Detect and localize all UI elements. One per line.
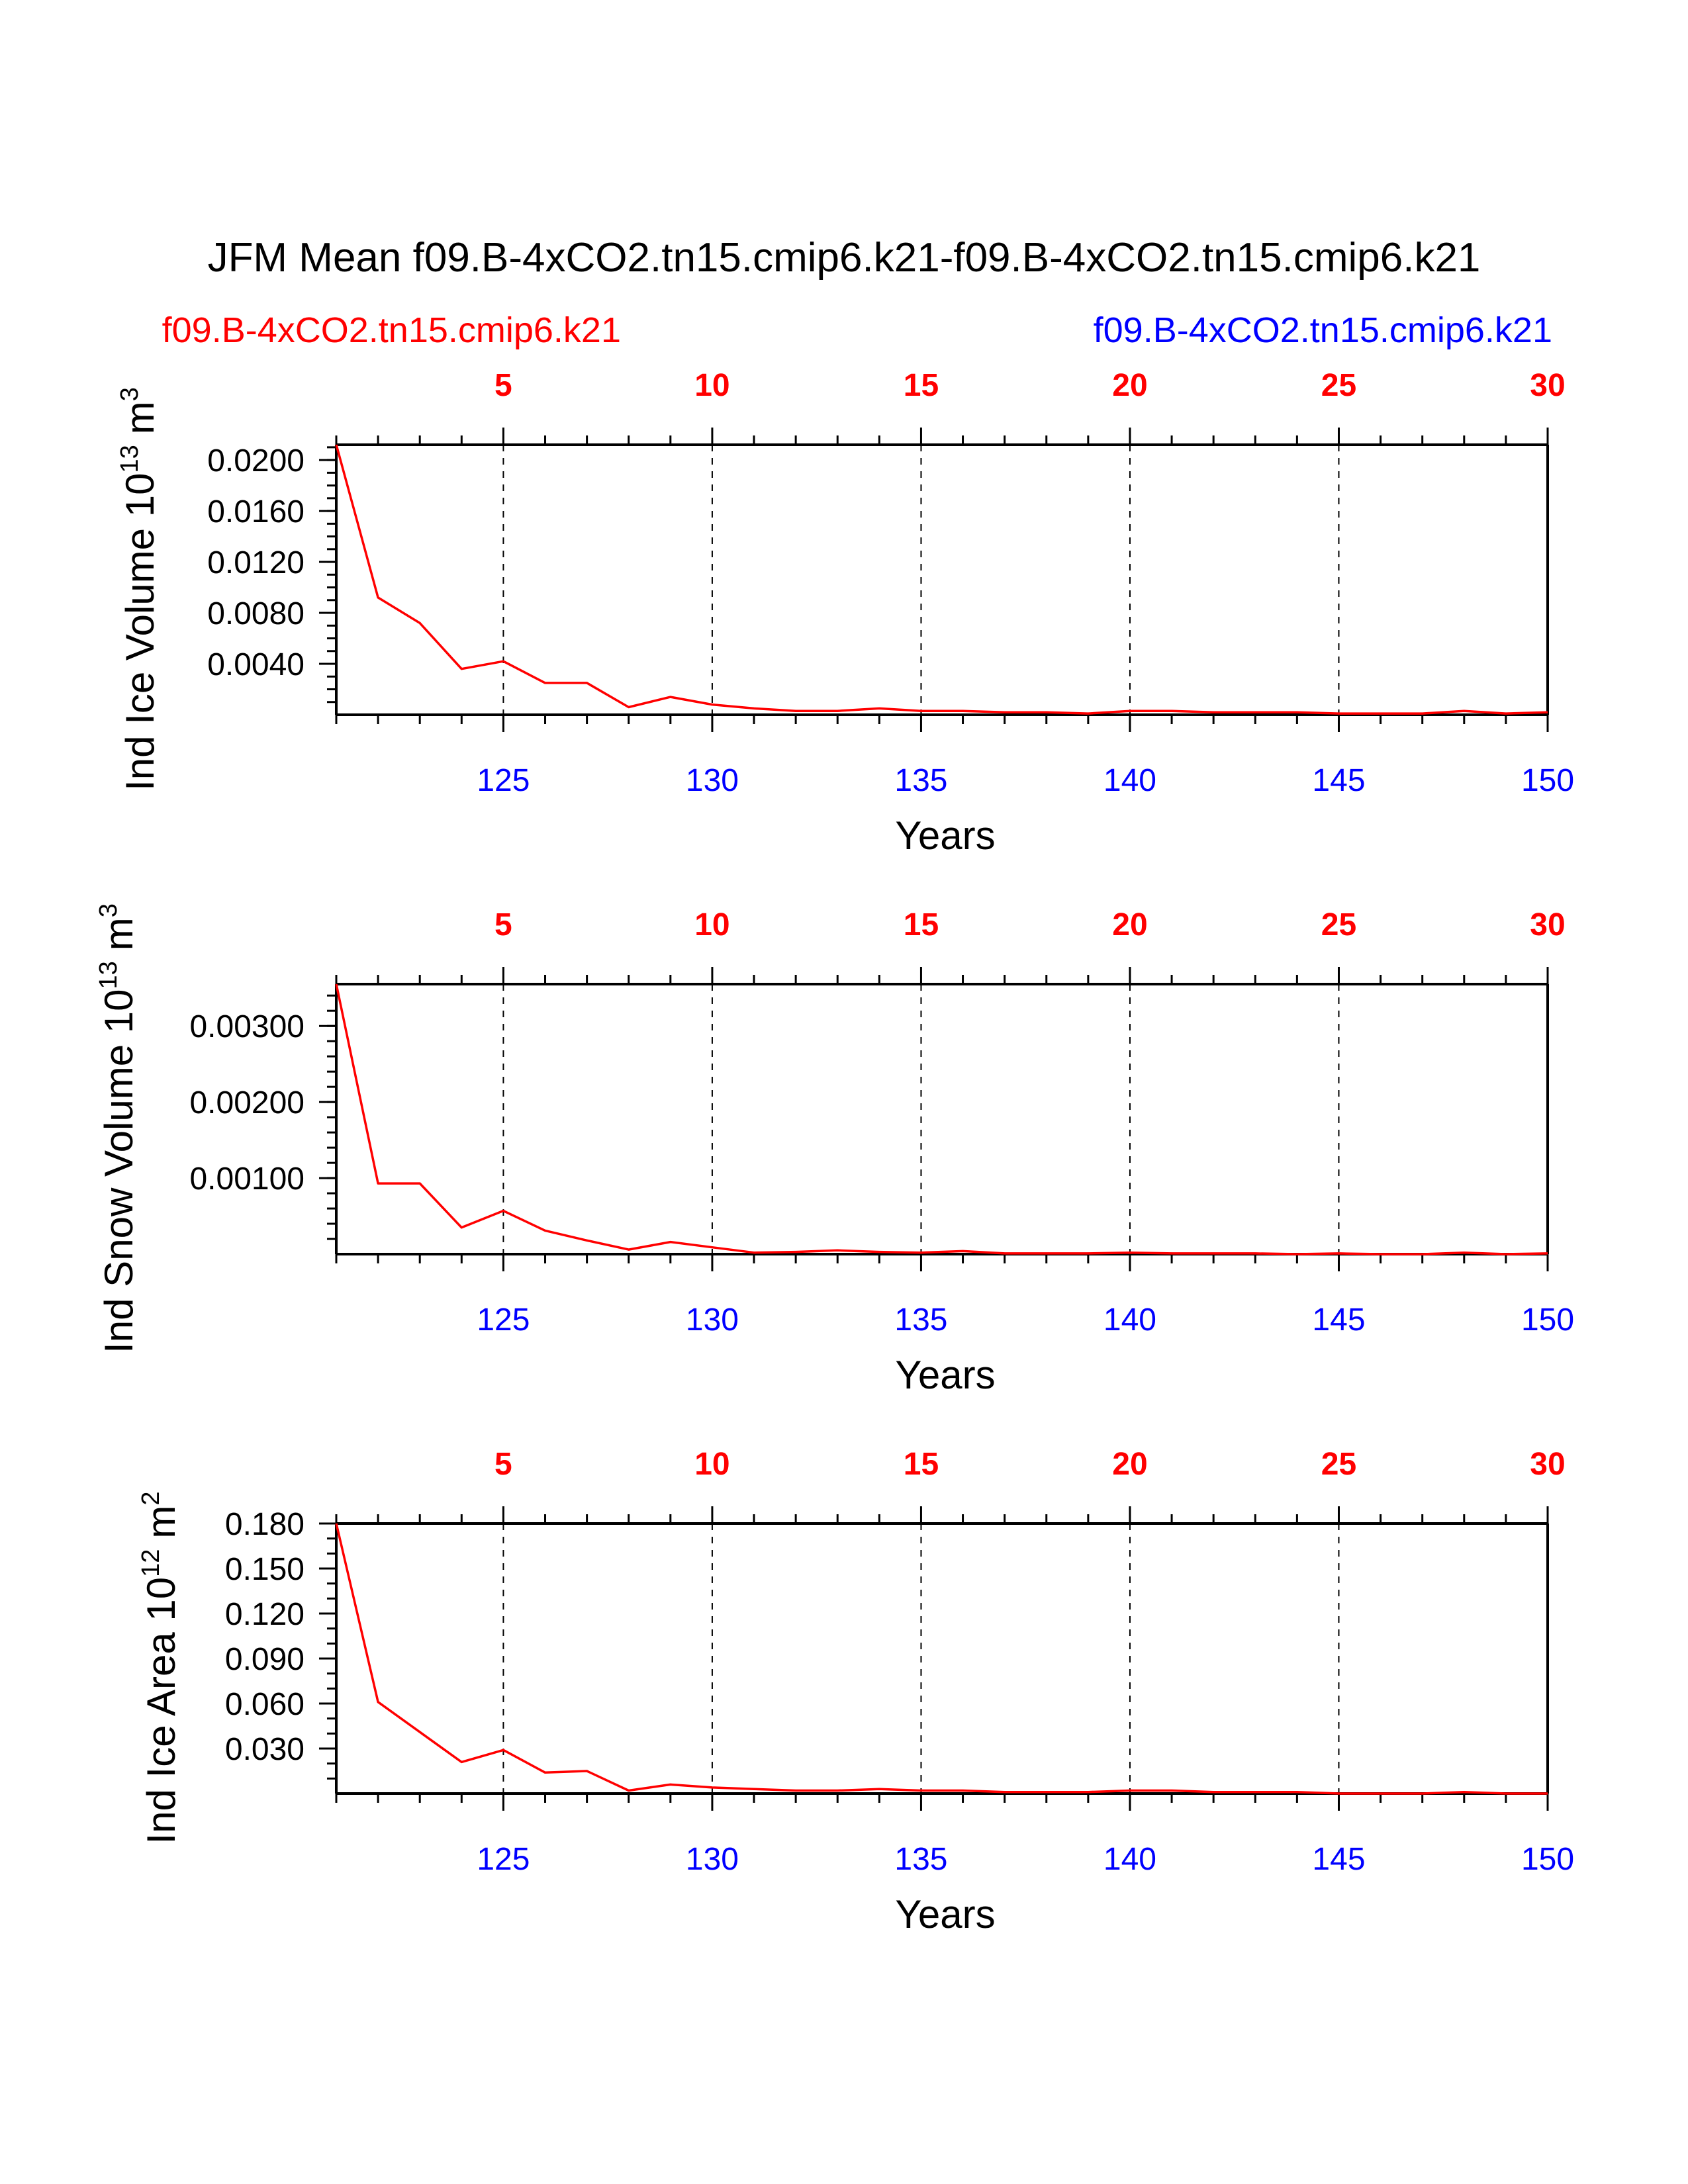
x-top-tick-label: 5 xyxy=(494,368,512,403)
x-bottom-tick-label: 125 xyxy=(477,1842,530,1877)
panel-ice-area: 0.030 0.060 0.090 0.120 0.150 0.180 5 10 15 20 25 3… xyxy=(137,1447,1574,1936)
x-bottom-tick-label: 150 xyxy=(1521,1842,1574,1877)
x-top-tick-label: 10 xyxy=(694,907,729,942)
y-tick-label: 0.00300 xyxy=(189,1009,305,1044)
x-bottom-tick-label: 145 xyxy=(1312,1842,1365,1877)
y-tick-label: 0.150 xyxy=(225,1552,305,1587)
x-bottom-tick-label: 125 xyxy=(477,1302,530,1338)
legend-right-label: f09.B-4xCO2.tn15.cmip6.k21 xyxy=(1094,310,1552,350)
y-tick-label: 0.180 xyxy=(225,1507,305,1542)
x-bottom-tick-label: 135 xyxy=(894,1842,947,1877)
x-bottom-tick-label: 130 xyxy=(686,763,739,798)
x-top-tick-label: 15 xyxy=(904,368,939,403)
x-bottom-tick-label: 125 xyxy=(477,763,530,798)
y-tick-label: 0.00200 xyxy=(189,1085,305,1120)
legend-left-label: f09.B-4xCO2.tn15.cmip6.k21 xyxy=(162,310,621,350)
y-tick-label: 0.030 xyxy=(225,1732,305,1767)
y-tick-label: 0.090 xyxy=(225,1642,305,1677)
x-bottom-tick-label: 130 xyxy=(686,1302,739,1338)
x-axis-title: Years xyxy=(895,1892,995,1936)
series-line xyxy=(335,444,1548,715)
x-top-tick-label: 30 xyxy=(1530,1447,1565,1482)
x-axis-title: Years xyxy=(895,1353,995,1397)
x-top-tick-label: 15 xyxy=(904,1447,939,1482)
x-top-tick-label: 30 xyxy=(1530,907,1565,942)
panel-snow-volume: 0.00100 0.00200 0.00300 5 10 15 20 25 30 125 130 13… xyxy=(95,903,1574,1397)
y-tick-label: 0.060 xyxy=(225,1687,305,1722)
x-top-tick-label: 10 xyxy=(694,1447,729,1482)
x-bottom-tick-label: 145 xyxy=(1312,1302,1365,1338)
x-bottom-tick-label: 140 xyxy=(1103,1302,1156,1338)
y-tick-label: 0.0040 xyxy=(207,647,305,682)
y-axis-title: Ind Ice Volume 1013m3 xyxy=(116,387,162,791)
x-top-tick-label: 20 xyxy=(1112,907,1147,942)
y-tick-label: 0.120 xyxy=(225,1597,305,1632)
series-line xyxy=(335,983,1548,1255)
x-top-tick-label: 30 xyxy=(1530,368,1565,403)
series-line xyxy=(335,1523,1548,1795)
y-tick-label: 0.0080 xyxy=(207,596,305,631)
x-bottom-tick-label: 130 xyxy=(686,1842,739,1877)
x-top-tick-label: 25 xyxy=(1321,368,1356,403)
x-top-tick-label: 15 xyxy=(904,907,939,942)
x-top-tick-label: 5 xyxy=(494,1447,512,1482)
x-top-tick-label: 25 xyxy=(1321,1447,1356,1482)
panel-ice-volume: 0.0040 0.0080 0.0120 0.0160 0.0200 5 10 15 20 25 3… xyxy=(116,368,1574,858)
x-bottom-tick-label: 150 xyxy=(1521,763,1574,798)
x-top-tick-label: 20 xyxy=(1112,1447,1147,1482)
x-top-tick-label: 25 xyxy=(1321,907,1356,942)
x-bottom-tick-label: 145 xyxy=(1312,763,1365,798)
x-bottom-tick-label: 140 xyxy=(1103,763,1156,798)
x-bottom-tick-label: 140 xyxy=(1103,1842,1156,1877)
x-top-tick-label: 20 xyxy=(1112,368,1147,403)
y-tick-label: 0.0200 xyxy=(207,443,305,478)
x-bottom-tick-label: 135 xyxy=(894,1302,947,1338)
x-bottom-tick-label: 135 xyxy=(894,763,947,798)
x-bottom-tick-label: 150 xyxy=(1521,1302,1574,1338)
y-tick-label: 0.0120 xyxy=(207,545,305,580)
y-axis-title: Ind Snow Volume 1013m3 xyxy=(95,903,141,1353)
x-top-tick-label: 10 xyxy=(694,368,729,403)
y-tick-label: 0.0160 xyxy=(207,494,305,529)
x-top-tick-label: 5 xyxy=(494,907,512,942)
figure-title: JFM Mean f09.B-4xCO2.tn15.cmip6.k21-f09.… xyxy=(208,235,1481,281)
y-axis-title: Ind Ice Area 1012m2 xyxy=(137,1491,183,1844)
x-axis-title: Years xyxy=(895,813,995,858)
y-tick-label: 0.00100 xyxy=(189,1161,305,1197)
